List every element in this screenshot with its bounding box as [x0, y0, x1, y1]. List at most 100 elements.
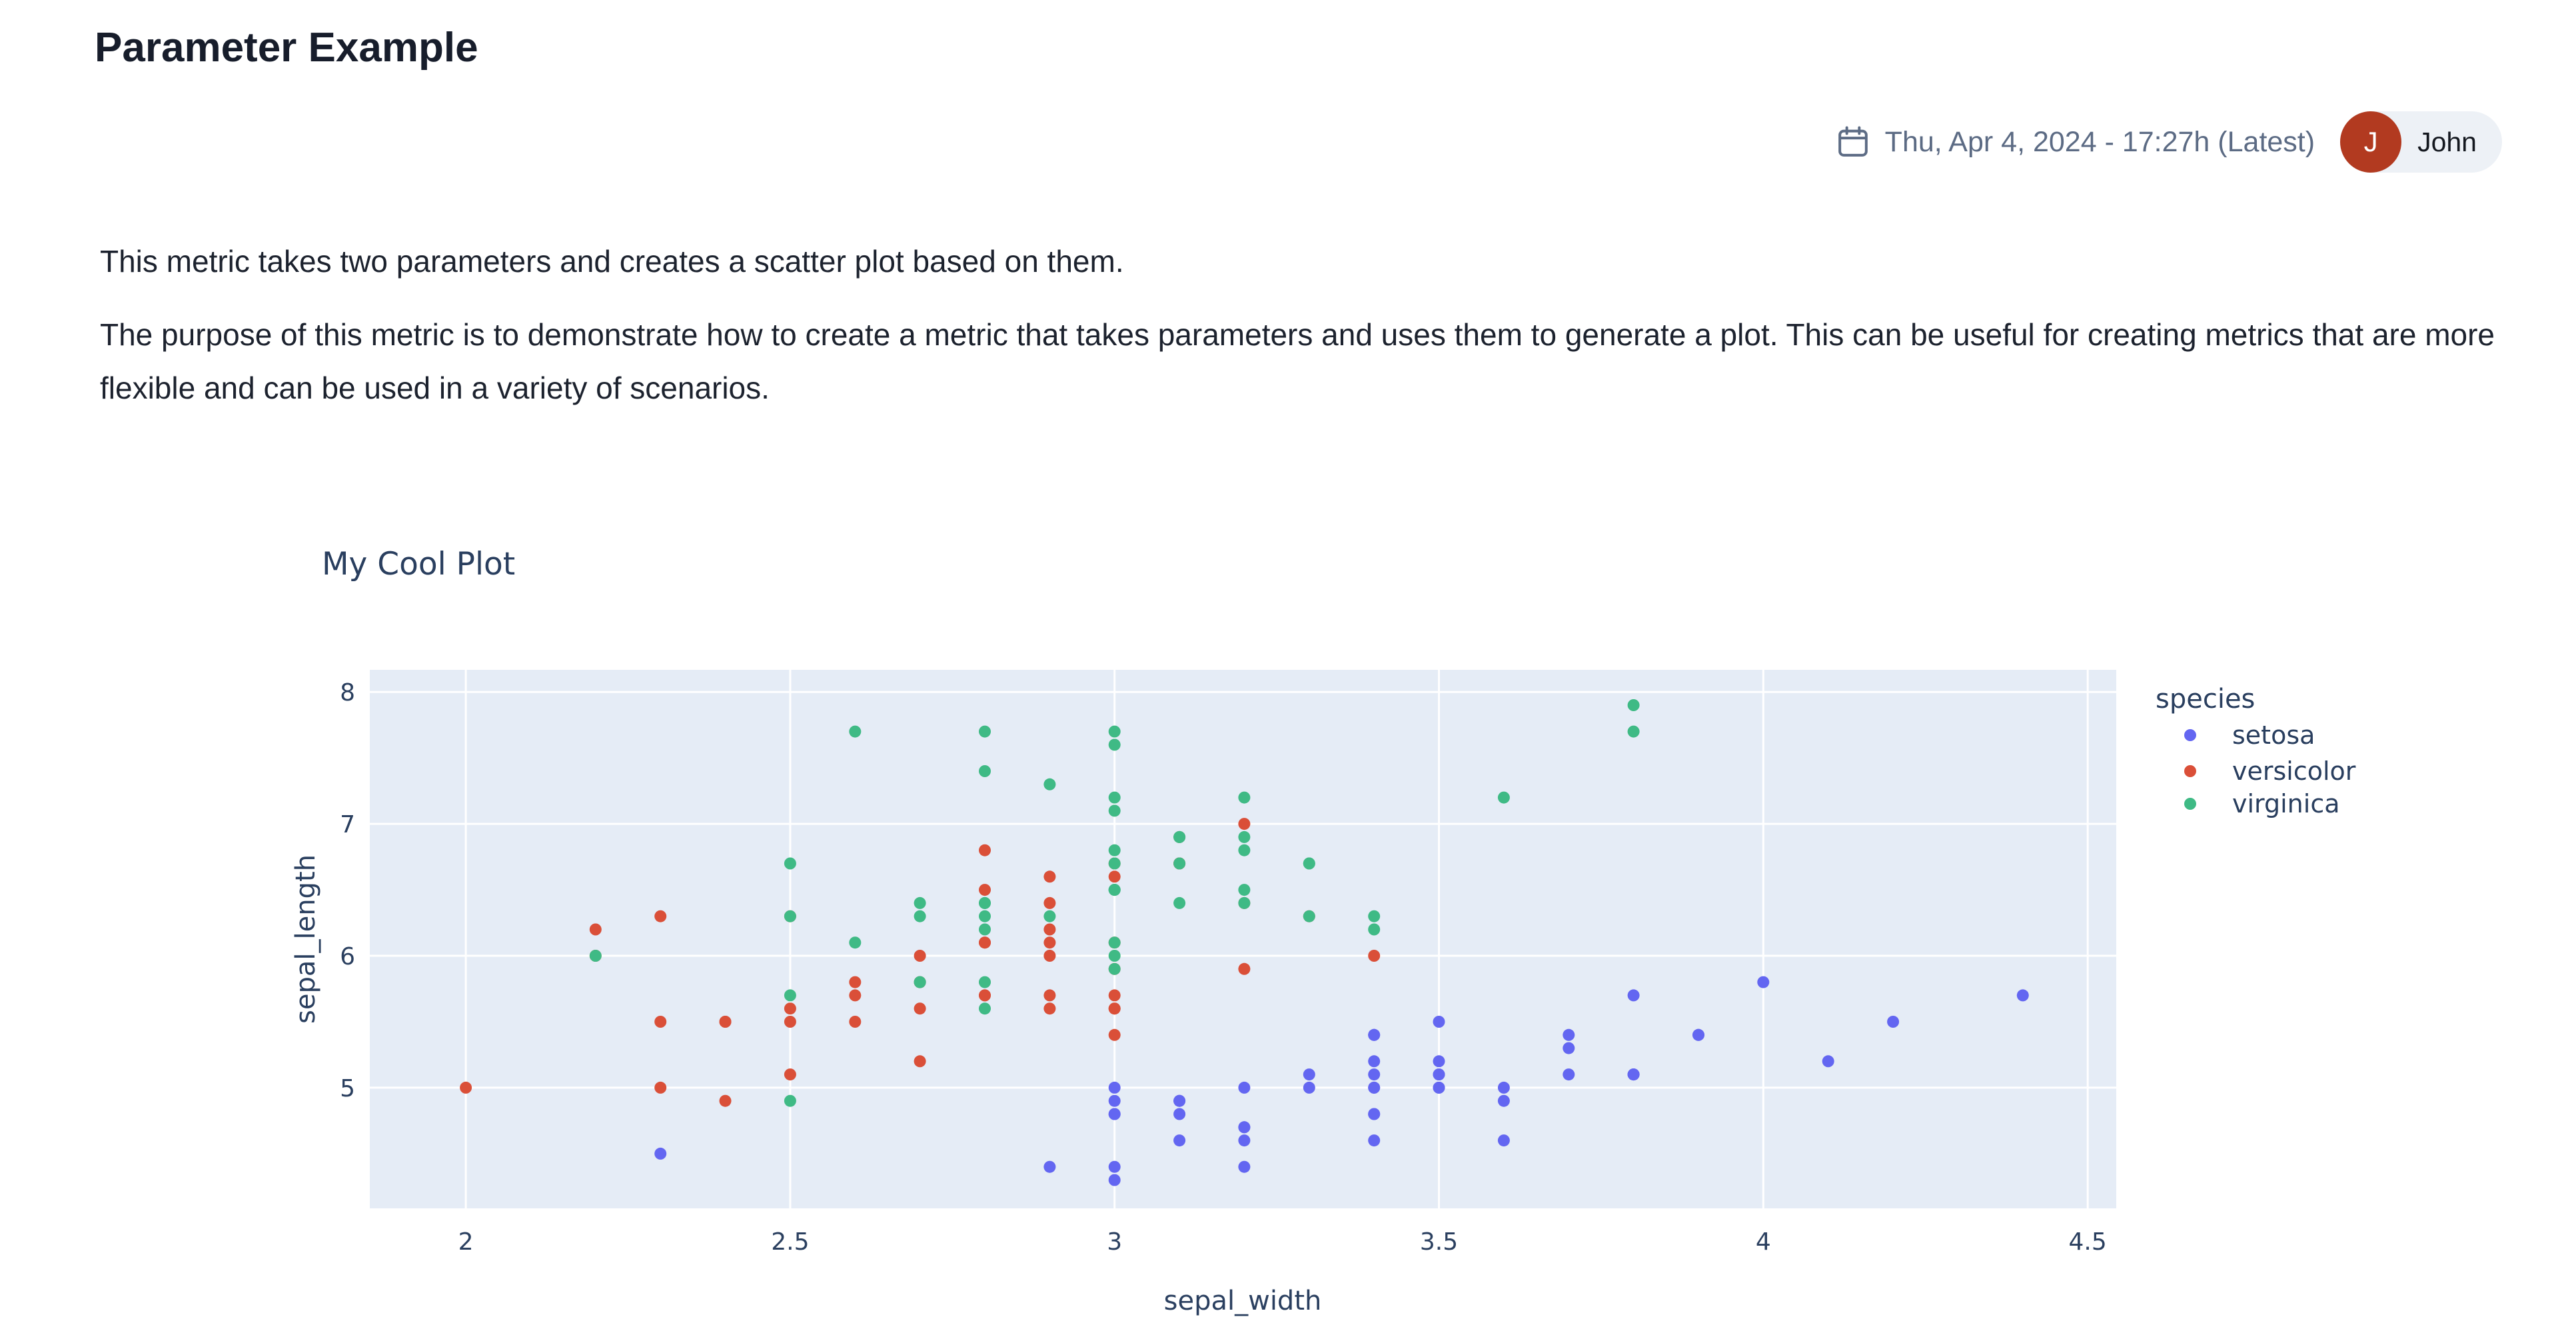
data-point[interactable] [719, 1094, 732, 1107]
legend-item-setosa[interactable]: setosa [2184, 720, 2315, 750]
data-point[interactable] [1043, 950, 1056, 962]
legend-item-virginica[interactable]: virginica [2184, 789, 2340, 818]
data-point[interactable] [1238, 1160, 1251, 1173]
data-point[interactable] [1108, 1094, 1121, 1107]
data-point[interactable] [979, 923, 991, 936]
data-point[interactable] [1173, 896, 1186, 909]
data-point[interactable] [1043, 1002, 1056, 1015]
data-point[interactable] [654, 1016, 667, 1028]
data-point[interactable] [1368, 910, 1381, 922]
data-point[interactable] [1238, 818, 1251, 830]
data-point[interactable] [979, 896, 991, 909]
data-point[interactable] [589, 923, 602, 936]
data-point[interactable] [1108, 1174, 1121, 1186]
data-point[interactable] [849, 1016, 862, 1028]
data-point[interactable] [1108, 1081, 1121, 1094]
data-point[interactable] [1043, 936, 1056, 949]
data-point[interactable] [979, 910, 991, 922]
data-point[interactable] [1108, 950, 1121, 962]
data-point[interactable] [1108, 1028, 1121, 1041]
data-point[interactable] [1822, 1055, 1834, 1068]
data-point[interactable] [1368, 1134, 1381, 1147]
data-point[interactable] [849, 936, 862, 949]
data-point[interactable] [1627, 725, 1640, 738]
data-point[interactable] [1238, 830, 1251, 843]
data-point[interactable] [914, 976, 926, 988]
data-point[interactable] [784, 1094, 796, 1107]
data-point[interactable] [1303, 857, 1315, 870]
data-point[interactable] [1108, 870, 1121, 883]
data-point[interactable] [979, 976, 991, 988]
data-point[interactable] [654, 910, 667, 922]
data-point[interactable] [589, 950, 602, 962]
data-point[interactable] [914, 1002, 926, 1015]
data-point[interactable] [914, 1055, 926, 1068]
data-point[interactable] [1627, 1068, 1640, 1081]
data-point[interactable] [1043, 989, 1056, 1002]
data-point[interactable] [1368, 923, 1381, 936]
data-point[interactable] [1173, 1108, 1186, 1120]
data-point[interactable] [1238, 844, 1251, 856]
plot-area[interactable] [370, 670, 2116, 1208]
data-point[interactable] [1108, 725, 1121, 738]
data-point[interactable] [1433, 1055, 1445, 1068]
data-point[interactable] [1108, 791, 1121, 804]
data-point[interactable] [784, 1068, 796, 1081]
data-point[interactable] [1368, 1081, 1381, 1094]
data-point[interactable] [1692, 1028, 1704, 1041]
data-point[interactable] [1563, 1028, 1575, 1041]
data-point[interactable] [460, 1081, 472, 1094]
data-point[interactable] [979, 989, 991, 1002]
data-point[interactable] [784, 857, 796, 870]
data-point[interactable] [1238, 896, 1251, 909]
data-point[interactable] [1043, 923, 1056, 936]
data-point[interactable] [1043, 1160, 1056, 1173]
data-point[interactable] [1563, 1042, 1575, 1054]
data-point[interactable] [849, 976, 862, 988]
data-point[interactable] [1368, 1068, 1381, 1081]
data-point[interactable] [1108, 884, 1121, 896]
data-point[interactable] [1303, 910, 1315, 922]
data-point[interactable] [1303, 1081, 1315, 1094]
data-point[interactable] [1108, 804, 1121, 817]
data-point[interactable] [1238, 1134, 1251, 1147]
data-point[interactable] [654, 1147, 667, 1160]
data-point[interactable] [849, 725, 862, 738]
data-point[interactable] [1497, 791, 1510, 804]
data-point[interactable] [1043, 778, 1056, 790]
data-point[interactable] [1173, 1134, 1186, 1147]
data-point[interactable] [1368, 1055, 1381, 1068]
data-point[interactable] [849, 989, 862, 1002]
data-point[interactable] [1433, 1081, 1445, 1094]
data-point[interactable] [1238, 791, 1251, 804]
data-point[interactable] [1108, 857, 1121, 870]
data-point[interactable] [979, 936, 991, 949]
user-chip[interactable]: J John [2340, 111, 2502, 173]
data-point[interactable] [1497, 1134, 1510, 1147]
data-point[interactable] [1108, 1108, 1121, 1120]
data-point[interactable] [914, 950, 926, 962]
data-point[interactable] [979, 1002, 991, 1015]
date-selector[interactable]: Thu, Apr 4, 2024 - 17:27h (Latest) [1834, 123, 2315, 161]
data-point[interactable] [1497, 1094, 1510, 1107]
data-point[interactable] [654, 1081, 667, 1094]
data-point[interactable] [979, 765, 991, 777]
data-point[interactable] [719, 1016, 732, 1028]
data-point[interactable] [1238, 884, 1251, 896]
data-point[interactable] [1757, 976, 1770, 988]
data-point[interactable] [784, 989, 796, 1002]
data-point[interactable] [1887, 1016, 1900, 1028]
data-point[interactable] [1108, 1160, 1121, 1173]
data-point[interactable] [1173, 857, 1186, 870]
data-point[interactable] [979, 844, 991, 856]
data-point[interactable] [1108, 989, 1121, 1002]
data-point[interactable] [1627, 699, 1640, 711]
data-point[interactable] [1173, 1094, 1186, 1107]
data-point[interactable] [1043, 896, 1056, 909]
data-point[interactable] [1303, 1068, 1315, 1081]
data-point[interactable] [1043, 910, 1056, 922]
data-point[interactable] [1108, 844, 1121, 856]
data-point[interactable] [914, 910, 926, 922]
data-point[interactable] [2016, 989, 2029, 1002]
data-point[interactable] [784, 910, 796, 922]
